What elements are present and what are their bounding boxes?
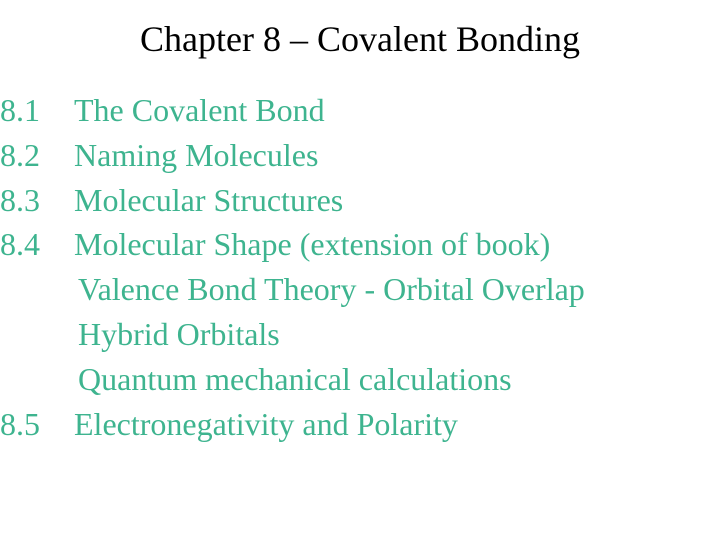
item-number: 8.5	[0, 402, 66, 447]
item-topic: Naming Molecules	[74, 133, 318, 178]
slide: Chapter 8 – Covalent Bonding 8.1 The Cov…	[0, 0, 720, 540]
item-topic: Molecular Shape (extension of book)	[74, 222, 550, 267]
item-topic: Molecular Structures	[74, 178, 343, 223]
outline: 8.1 The Covalent Bond 8.2 Naming Molecul…	[0, 88, 720, 446]
item-number: 8.4	[0, 222, 66, 267]
outline-subitem: Hybrid Orbitals	[0, 312, 720, 357]
outline-subitem: Quantum mechanical calculations	[0, 357, 720, 402]
slide-title: Chapter 8 – Covalent Bonding	[0, 18, 720, 60]
item-topic: Electronegativity and Polarity	[74, 402, 458, 447]
item-number: 8.2	[0, 133, 66, 178]
outline-item: 8.4 Molecular Shape (extension of book)	[0, 222, 720, 267]
item-number: 8.1	[0, 88, 66, 133]
item-number: 8.3	[0, 178, 66, 223]
outline-item: 8.3 Molecular Structures	[0, 178, 720, 223]
outline-item: 8.5 Electronegativity and Polarity	[0, 402, 720, 447]
item-topic: The Covalent Bond	[74, 88, 325, 133]
outline-item: 8.1 The Covalent Bond	[0, 88, 720, 133]
outline-item: 8.2 Naming Molecules	[0, 133, 720, 178]
outline-subitem: Valence Bond Theory - Orbital Overlap	[0, 267, 720, 312]
